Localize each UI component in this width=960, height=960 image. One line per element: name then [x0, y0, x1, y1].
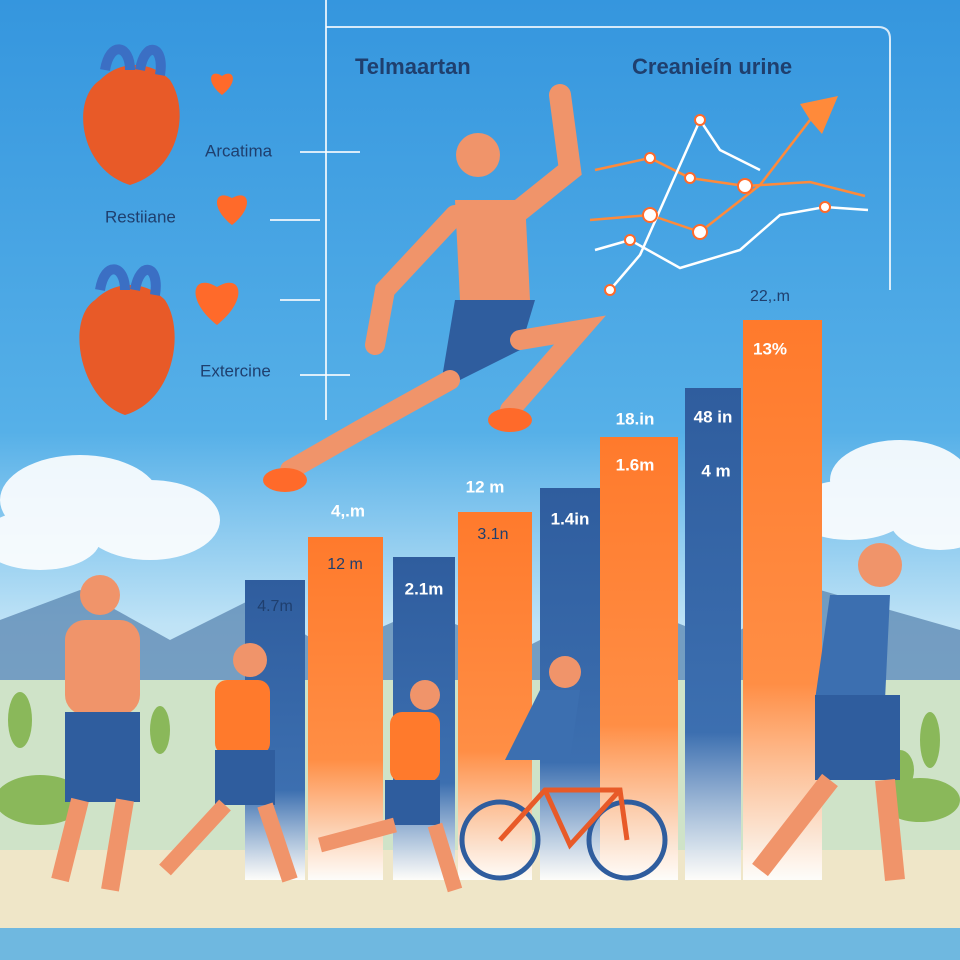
frame-line — [326, 26, 891, 290]
bar-label: 4,.m — [331, 501, 365, 520]
small-hearts — [195, 73, 248, 325]
bar-label: 2.1m — [405, 579, 444, 598]
bar-label: 22,.m — [750, 288, 790, 305]
bar — [743, 320, 822, 880]
title-left: Telmaartan — [355, 54, 471, 79]
title-right: Creanieín urine — [632, 54, 792, 79]
side-label: Restiiane — [105, 207, 176, 226]
dash-lines — [270, 151, 360, 376]
bar-label: 4.7m — [257, 598, 293, 615]
bar-label: 3.1n — [477, 526, 508, 543]
bar — [685, 388, 741, 880]
bar — [600, 437, 678, 880]
trend-points — [604, 114, 831, 296]
bar-label: 18.in — [616, 409, 655, 428]
jumping-man — [263, 84, 606, 492]
bar-label: 1.6m — [616, 455, 655, 474]
bar-label: 12 m — [466, 477, 505, 496]
water — [0, 928, 960, 960]
anatomical-hearts — [79, 44, 180, 415]
runners — [51, 543, 905, 893]
bar-label: 4 m — [701, 461, 730, 480]
bar — [308, 537, 383, 880]
bars — [245, 320, 822, 880]
bar — [458, 512, 532, 880]
side-label: Extercine — [200, 361, 271, 380]
bar-label: 48 in — [694, 407, 733, 426]
bar-label: 12 m — [327, 556, 363, 573]
bar-label: 1.4in — [551, 509, 590, 528]
side-label: Arcatima — [205, 141, 273, 160]
bar-label: 13% — [753, 339, 787, 358]
